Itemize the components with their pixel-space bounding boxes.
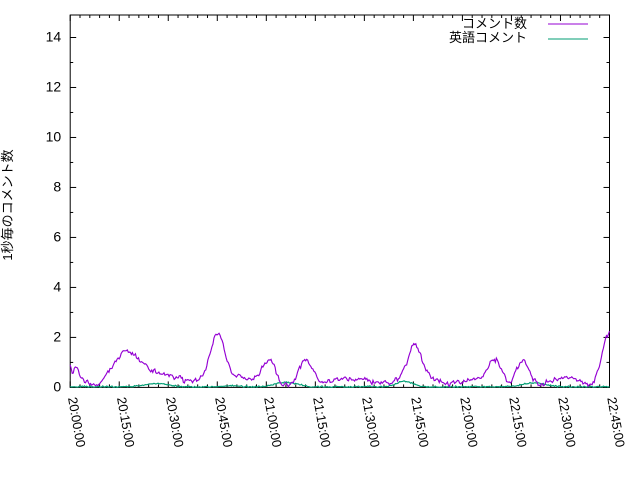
- svg-text:22:00:00: 22:00:00: [457, 396, 481, 448]
- svg-text:20:45:00: 20:45:00: [212, 396, 236, 448]
- svg-text:22:30:00: 22:30:00: [555, 396, 579, 448]
- svg-text:8: 8: [53, 178, 61, 194]
- svg-text:21:30:00: 21:30:00: [359, 396, 383, 448]
- svg-text:英語コメント: 英語コメント: [449, 30, 527, 45]
- svg-text:22:15:00: 22:15:00: [506, 396, 530, 448]
- svg-text:12: 12: [46, 78, 62, 94]
- svg-text:6: 6: [53, 228, 61, 244]
- svg-text:2: 2: [53, 328, 61, 344]
- svg-text:21:45:00: 21:45:00: [408, 396, 432, 448]
- svg-text:0: 0: [53, 378, 61, 394]
- svg-text:20:30:00: 20:30:00: [163, 396, 187, 448]
- svg-text:21:00:00: 21:00:00: [261, 396, 285, 448]
- svg-text:コメント数: コメント数: [462, 16, 527, 31]
- svg-text:20:15:00: 20:15:00: [114, 396, 138, 448]
- svg-text:4: 4: [53, 278, 61, 294]
- svg-text:14: 14: [46, 28, 62, 44]
- svg-text:1秒毎のコメント数: 1秒毎のコメント数: [0, 149, 15, 260]
- svg-text:20:00:00: 20:00:00: [65, 396, 89, 448]
- svg-text:10: 10: [46, 128, 62, 144]
- svg-text:22:45:00: 22:45:00: [604, 396, 628, 448]
- svg-text:21:15:00: 21:15:00: [310, 396, 334, 448]
